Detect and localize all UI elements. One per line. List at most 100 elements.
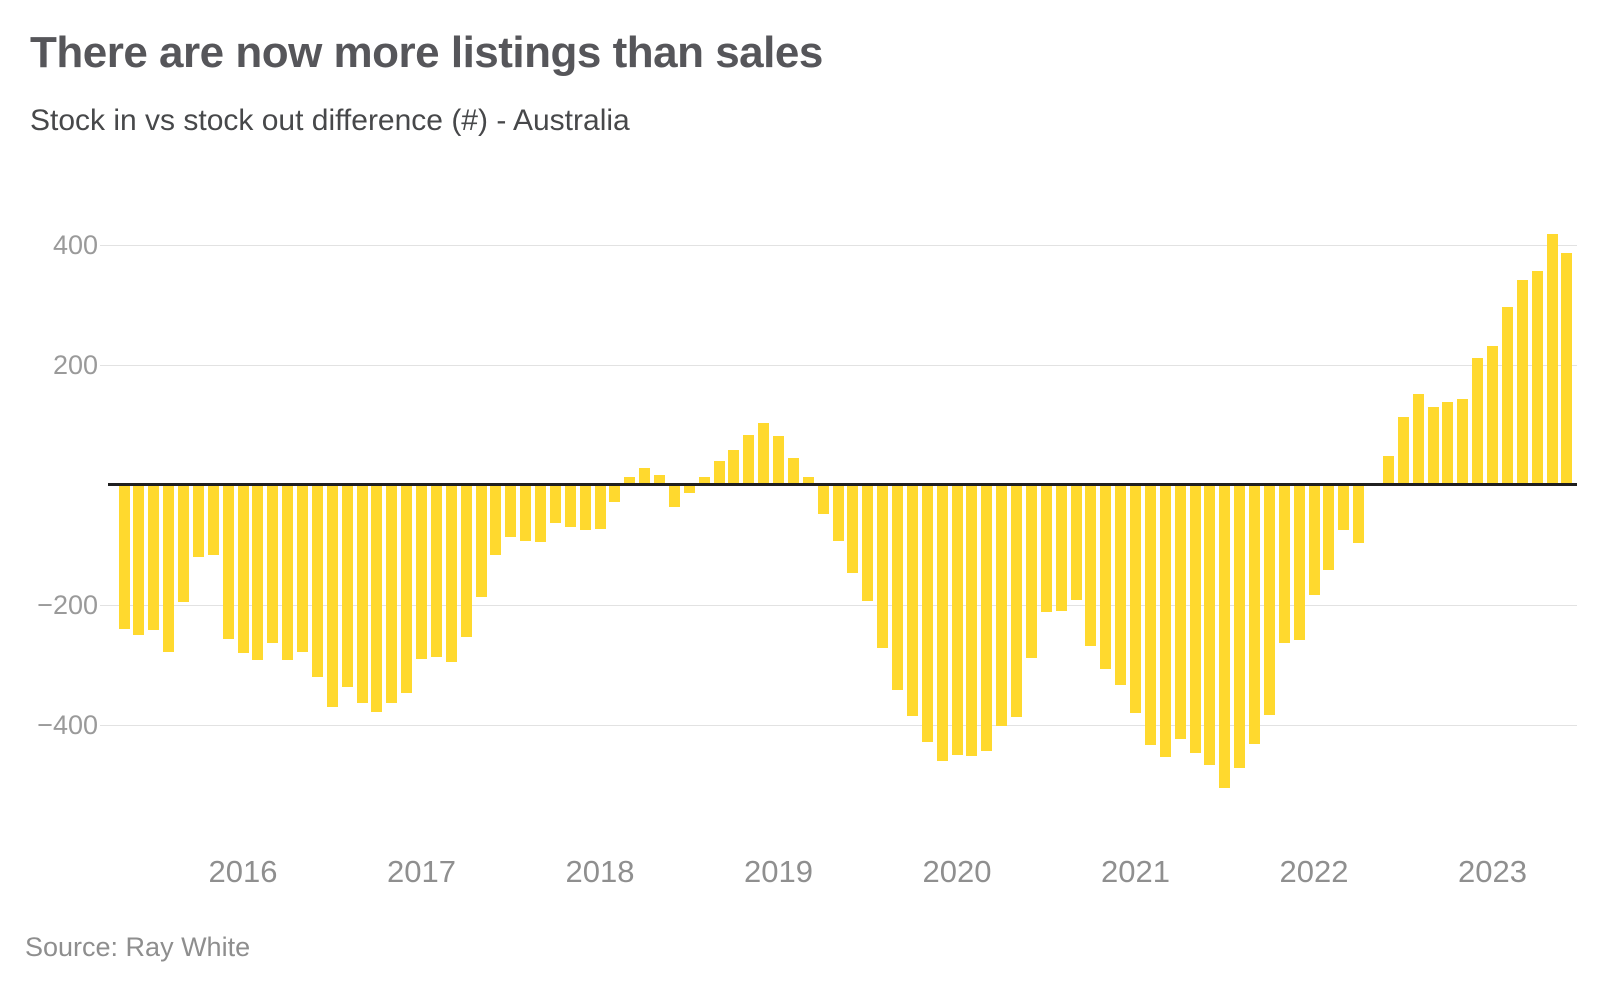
x-tick-label: 2018 [565, 854, 635, 889]
bar-2016-01 [237, 485, 249, 653]
bar-2019-06 [847, 485, 859, 574]
bar-2020-04 [996, 485, 1008, 727]
bar-2020-05 [1011, 485, 1022, 717]
bar-2021-09 [1249, 485, 1260, 745]
bar-2015-11 [207, 485, 219, 556]
y-tick-label: −200 [37, 589, 98, 620]
bar-2016-02 [252, 485, 264, 661]
bar-2021-02 [1144, 485, 1156, 745]
bar-2019-09 [892, 485, 903, 691]
bar-2015-12 [222, 485, 234, 639]
bar-2023-06 [1561, 252, 1573, 485]
bar-2020-12 [1115, 485, 1127, 685]
bar-2023-01 [1487, 345, 1498, 485]
bar-2021-12 [1293, 485, 1305, 640]
page-title: There are now more listings than sales [30, 28, 823, 77]
bar-2016-11 [386, 485, 398, 704]
bar-2019-11 [921, 485, 933, 742]
y-tick-label: −400 [37, 709, 98, 740]
bar-2018-05 [654, 474, 665, 485]
bar-2018-12 [758, 423, 770, 485]
gridline-200 [100, 365, 1577, 366]
bar-2017-04 [460, 485, 472, 637]
bar-2016-09 [356, 485, 368, 704]
bar-2016-10 [371, 485, 383, 712]
bar-2019-10 [906, 485, 918, 716]
bar-2017-11 [564, 485, 576, 527]
bar-2019-02 [787, 458, 799, 485]
bar-2020-08 [1055, 485, 1067, 611]
bar-2019-08 [877, 485, 889, 649]
bar-2022-03 [1338, 485, 1350, 530]
bar-2019-12 [936, 485, 948, 761]
bar-2022-04 [1353, 485, 1365, 544]
bar-2019-04 [817, 485, 829, 514]
bar-2017-03 [445, 485, 457, 662]
bar-2018-10 [728, 450, 740, 485]
bar-2021-05 [1189, 485, 1201, 754]
bar-2016-08 [341, 485, 353, 687]
bar-2017-05 [475, 485, 487, 597]
bar-2015-08 [163, 485, 175, 652]
bar-2017-02 [430, 485, 442, 658]
bar-2023-02 [1501, 306, 1513, 485]
bar-2022-10 [1442, 401, 1454, 485]
bar-2015-05 [118, 485, 130, 629]
bar-2018-01 [594, 485, 606, 529]
bar-2017-08 [520, 485, 532, 542]
bar-2022-07 [1397, 417, 1409, 485]
bar-2020-07 [1040, 485, 1052, 613]
bar-2015-10 [192, 485, 204, 557]
x-tick-label: 2023 [1458, 854, 1527, 889]
bar-2020-01 [951, 485, 963, 755]
x-tick-label: 2016 [208, 854, 278, 889]
bar-2017-09 [535, 485, 546, 542]
bar-2016-04 [282, 485, 294, 661]
bar-2018-07 [683, 485, 695, 493]
bar-2020-06 [1025, 485, 1037, 659]
bar-2020-02 [966, 485, 978, 756]
bar-2016-03 [267, 485, 279, 644]
bar-2020-11 [1100, 485, 1112, 669]
bar-2017-06 [490, 485, 502, 556]
bar-2023-03 [1516, 280, 1528, 485]
bar-2017-10 [549, 485, 561, 524]
bar-2022-12 [1472, 358, 1484, 485]
bar-2016-07 [326, 485, 338, 707]
bar-2022-08 [1412, 393, 1424, 485]
bar-2015-07 [148, 485, 160, 631]
bar-2019-01 [773, 435, 784, 485]
bar-2021-11 [1278, 485, 1290, 644]
x-tick-label: 2022 [1279, 854, 1349, 889]
chart-subtitle: Stock in vs stock out difference (#) - A… [30, 104, 630, 137]
bar-2018-09 [713, 461, 725, 485]
y-tick-label: 400 [52, 229, 98, 260]
gridline--400 [100, 725, 1577, 726]
bar-2016-06 [311, 485, 323, 677]
x-tick-label: 2017 [387, 854, 456, 889]
bar-2017-12 [579, 485, 591, 530]
bar-2020-03 [981, 485, 993, 752]
bar-2021-04 [1174, 485, 1186, 740]
bar-2018-02 [609, 485, 621, 502]
bar-2021-10 [1263, 485, 1275, 715]
bar-2015-06 [133, 485, 145, 635]
bar-2021-06 [1204, 485, 1216, 765]
bar-2018-08 [698, 476, 710, 485]
bar-2022-01 [1308, 485, 1320, 595]
bar-2021-08 [1234, 485, 1246, 769]
bar-2023-05 [1546, 234, 1558, 485]
gridline--200 [100, 605, 1577, 606]
bar-2021-07 [1219, 485, 1231, 788]
bar-2020-10 [1085, 485, 1097, 647]
bar-2018-04 [639, 467, 651, 485]
x-tick-label: 2020 [922, 854, 992, 889]
x-tick-label: 2021 [1101, 854, 1170, 889]
bar-2019-05 [832, 485, 844, 541]
bar-2022-06 [1382, 456, 1394, 485]
bar-2016-12 [401, 485, 413, 693]
bar-2016-05 [297, 485, 308, 652]
zero-baseline [108, 483, 1577, 486]
bar-2019-03 [802, 476, 814, 485]
